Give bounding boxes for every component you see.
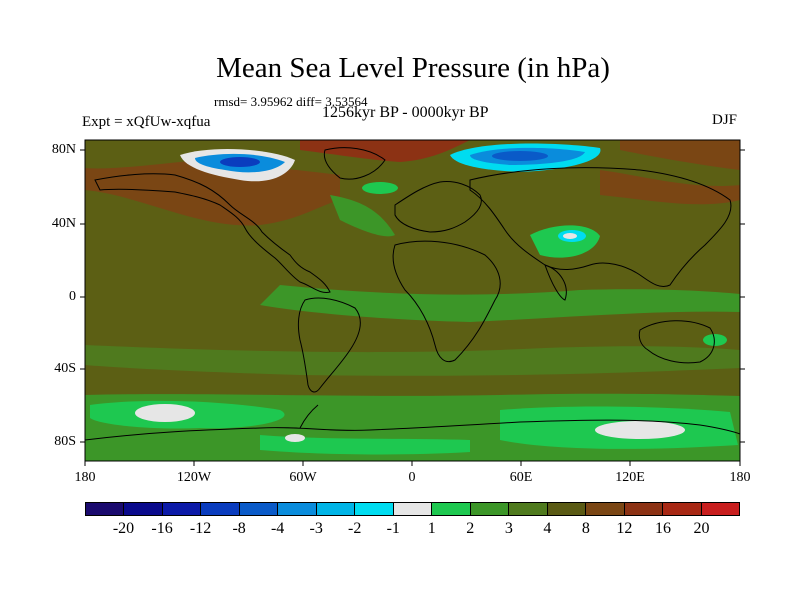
x-axis-label-60e: 60E bbox=[509, 470, 533, 485]
colorbar bbox=[85, 502, 740, 516]
colorbar-label: -8 bbox=[232, 520, 246, 537]
colorbar-swatch-0 bbox=[86, 503, 125, 515]
colorbar-swatch-16 bbox=[701, 503, 739, 515]
coastline-india bbox=[544, 264, 567, 301]
period-label: 1256kyr BP - 0000kyr BP bbox=[322, 104, 489, 121]
colorbar-swatch-12 bbox=[547, 503, 587, 515]
low-canada-arctic-inner bbox=[220, 157, 260, 167]
near-zero-antarctic-east bbox=[595, 421, 685, 439]
low-siberia-inner bbox=[492, 151, 548, 161]
colorbar-label: -1 bbox=[386, 520, 400, 537]
map-title: Mean Sea Level Pressure (in hPa) bbox=[216, 52, 610, 84]
colorbar-label: -4 bbox=[270, 520, 285, 537]
colorbar-label: 2 bbox=[466, 520, 475, 537]
low-north-atlantic-bright bbox=[362, 182, 398, 194]
low-antarctic-bright bbox=[260, 435, 470, 455]
coastline-africa bbox=[392, 240, 501, 363]
x-axis-label-180e: 180 bbox=[729, 470, 751, 485]
y-axis-label-80s: 80S bbox=[54, 434, 76, 449]
colorbar-swatch-9 bbox=[432, 503, 471, 515]
low-band-tropics bbox=[260, 285, 740, 322]
y-axis-label-80n: 80N bbox=[51, 142, 76, 157]
x-axis-label-0: 0 bbox=[408, 470, 416, 485]
colorbar-swatch-10 bbox=[470, 503, 510, 515]
colorbar-label: 4 bbox=[543, 520, 552, 537]
experiment-label: Expt = xQfUw-xqfua bbox=[82, 114, 211, 130]
near-zero-pacific bbox=[135, 404, 195, 422]
high-band-arctic-east bbox=[620, 140, 740, 170]
colorbar-swatch-6 bbox=[316, 503, 356, 515]
colorbar-label: 8 bbox=[581, 520, 590, 537]
colorbar-label: -2 bbox=[348, 520, 362, 537]
y-tick-marks bbox=[80, 149, 745, 443]
x-axis-label-60w: 60W bbox=[289, 470, 317, 485]
colorbar-swatch-14 bbox=[624, 503, 664, 515]
colorbar-label: -20 bbox=[112, 520, 135, 537]
high-band-arctic bbox=[300, 140, 470, 162]
colorbar-label: -16 bbox=[151, 520, 173, 537]
colorbar-label: 16 bbox=[654, 520, 671, 537]
colorbar-label: 20 bbox=[693, 520, 710, 537]
colorbar-swatch-4 bbox=[239, 503, 279, 515]
coastlines bbox=[84, 147, 741, 441]
colorbar-swatch-15 bbox=[663, 503, 702, 515]
coastline-europe bbox=[394, 181, 482, 233]
coastline-antarctic-peninsula bbox=[299, 404, 319, 429]
colorbar-swatch-1 bbox=[124, 503, 163, 515]
y-axis-label-40s: 40S bbox=[54, 361, 76, 376]
y-axis-label-40n: 40N bbox=[51, 216, 76, 231]
high-band-asia bbox=[600, 170, 740, 205]
x-tick-marks bbox=[84, 461, 741, 466]
coastline-asia bbox=[469, 167, 732, 288]
low-band-north-atlantic bbox=[330, 195, 395, 237]
high-band-southern bbox=[85, 345, 740, 376]
stats-label: rmsd= 3.95962 diff= 3.53564 bbox=[214, 94, 368, 109]
x-axis-label-120e: 120E bbox=[615, 470, 645, 485]
colorbar-swatch-2 bbox=[162, 503, 202, 515]
coastline-north-america bbox=[94, 173, 331, 294]
x-axis-label-120w: 120W bbox=[176, 470, 212, 485]
coastline-south-america bbox=[297, 297, 361, 393]
colorbar-swatch-7 bbox=[355, 503, 394, 515]
season-label: DJF bbox=[712, 112, 738, 128]
colorbar-label: 1 bbox=[427, 520, 436, 537]
x-axis-label-180w: 180 bbox=[74, 470, 96, 485]
coastline-greenland bbox=[323, 147, 386, 180]
colorbar-label: -12 bbox=[189, 520, 212, 537]
coastline-antarctica bbox=[84, 419, 741, 441]
low-tibet-inner bbox=[563, 233, 577, 239]
colorbar-swatch-5 bbox=[278, 503, 317, 515]
colorbar-swatch-8 bbox=[393, 503, 433, 515]
colorbar-label: 12 bbox=[616, 520, 633, 537]
low-aus-small bbox=[703, 334, 727, 346]
colorbar-swatch-13 bbox=[586, 503, 625, 515]
y-axis-label-0: 0 bbox=[69, 289, 76, 304]
colorbar-swatch-11 bbox=[509, 503, 548, 515]
coastline-australia bbox=[638, 320, 715, 364]
colorbar-label: -3 bbox=[309, 520, 323, 537]
near-zero-antarctic-west bbox=[285, 434, 305, 442]
colorbar-label: 3 bbox=[504, 520, 513, 537]
colorbar-swatch-3 bbox=[201, 503, 240, 515]
